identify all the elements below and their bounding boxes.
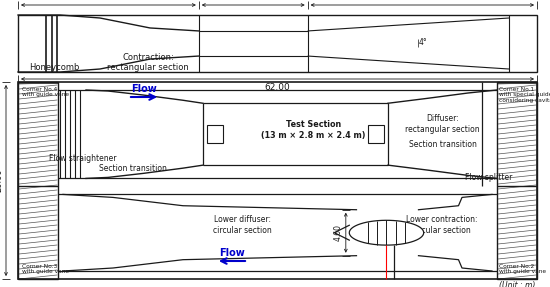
- Text: Honeycomb: Honeycomb: [29, 63, 79, 72]
- Text: Contraction:
rectangular section: Contraction: rectangular section: [107, 53, 189, 72]
- Text: Lower contraction:
circular section: Lower contraction: circular section: [406, 215, 477, 235]
- Text: Corner No.2
with guide vane: Corner No.2 with guide vane: [499, 263, 546, 274]
- Text: Diffuser:
rectangular section: Diffuser: rectangular section: [405, 114, 480, 134]
- Text: 20.00: 20.00: [0, 169, 3, 192]
- Polygon shape: [349, 220, 424, 245]
- Text: Section transition: Section transition: [99, 164, 167, 173]
- Text: 27.40: 27.40: [410, 0, 435, 2]
- Text: Corner No.1
with special guide vane
considering cavitation: Corner No.1 with special guide vane cons…: [499, 87, 550, 103]
- Text: Corner No.4
with guide vane: Corner No.4 with guide vane: [22, 87, 69, 97]
- Text: 21.60: 21.60: [96, 0, 122, 2]
- Text: Lower diffuser:
circular section: Lower diffuser: circular section: [213, 215, 272, 235]
- Text: 62.00: 62.00: [265, 83, 290, 92]
- Bar: [497, 82, 537, 279]
- Text: Test Section
(13 m × 2.8 m × 2.4 m): Test Section (13 m × 2.8 m × 2.4 m): [261, 120, 366, 140]
- Text: 4°: 4°: [419, 38, 428, 47]
- Text: (Unit : m): (Unit : m): [499, 281, 535, 287]
- Text: Flow: Flow: [219, 248, 245, 258]
- Text: Section transition: Section transition: [409, 140, 476, 149]
- Text: Corner No.3
with guide vane: Corner No.3 with guide vane: [22, 263, 69, 274]
- Bar: [18, 82, 537, 279]
- Text: Flow: Flow: [131, 84, 157, 94]
- Bar: [368, 125, 384, 143]
- Bar: [18, 82, 58, 279]
- Bar: [207, 125, 223, 143]
- Text: 13.00: 13.00: [240, 0, 266, 2]
- Bar: [18, 15, 537, 72]
- Text: Flow straightener: Flow straightener: [50, 154, 117, 163]
- Text: Flow splitter: Flow splitter: [465, 173, 513, 182]
- Text: 4.60: 4.60: [334, 224, 343, 241]
